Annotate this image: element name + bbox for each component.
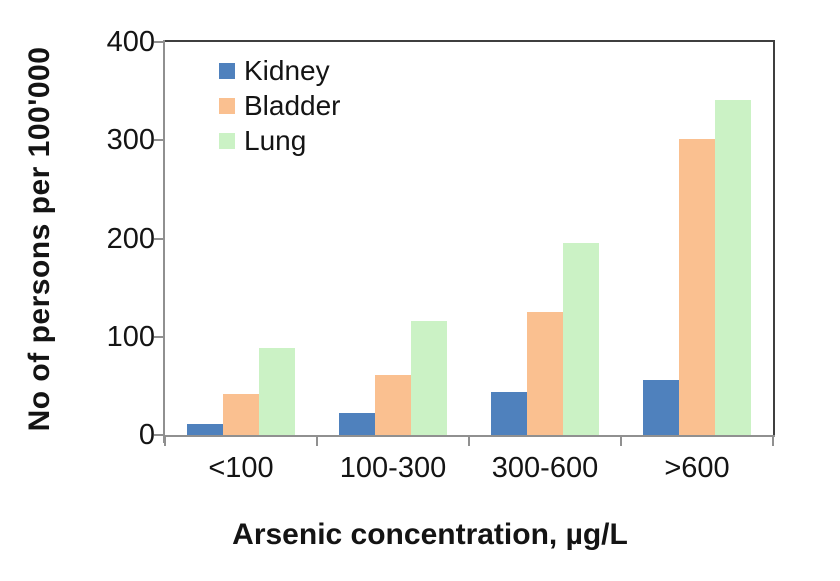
legend: Kidney Bladder Lung: [219, 55, 341, 160]
legend-item-bladder: Bladder: [219, 90, 341, 121]
bar-kidney-2: [491, 391, 527, 435]
y-axis-tick: [154, 41, 163, 43]
legend-label: Bladder: [244, 90, 341, 121]
bar-bladder-2: [527, 312, 563, 435]
x-axis-tick: [164, 437, 166, 446]
y-tick-label: 100: [106, 320, 155, 353]
y-tick-label: 0: [138, 419, 155, 451]
bar-kidney-1: [339, 413, 375, 435]
x-axis-tick: [316, 437, 318, 446]
plot-border-right: [773, 40, 775, 437]
bar-bladder-3: [679, 139, 715, 435]
x-axis-line: [163, 435, 775, 437]
x-category-label: 300-600: [491, 452, 599, 484]
x-category-label: <100: [208, 452, 274, 484]
legend-swatch-lung: [219, 132, 235, 149]
y-axis-line: [163, 40, 165, 443]
y-axis-title: No of persons per 100'000: [23, 46, 56, 432]
x-axis-tick: [620, 437, 622, 446]
bar-bladder-0: [223, 393, 259, 435]
y-axis-tick: [154, 139, 163, 142]
bar-bladder-1: [375, 375, 411, 435]
y-axis-tick: [154, 335, 163, 338]
y-tick-label: 400: [106, 26, 155, 58]
plot-border-top: [165, 40, 775, 42]
legend-swatch-bladder: [219, 97, 235, 114]
x-axis-title: Arsenic concentration, µg/L: [232, 518, 628, 551]
legend-swatch-kidney: [219, 62, 235, 79]
y-axis-tick: [154, 237, 163, 240]
y-tick-label: 300: [106, 124, 155, 157]
y-tick-label: 200: [106, 222, 155, 255]
x-axis-tick: [772, 437, 774, 446]
bar-lung-2: [563, 243, 599, 435]
x-axis-tick: [468, 437, 470, 446]
legend-label: Lung: [244, 125, 307, 156]
legend-label: Kidney: [244, 55, 330, 86]
x-category-label: >600: [664, 452, 730, 484]
bar-kidney-3: [643, 379, 679, 435]
bar-lung-1: [411, 321, 447, 435]
legend-item-lung: Lung: [219, 125, 341, 156]
bar-lung-0: [259, 347, 295, 435]
bar-kidney-0: [187, 424, 223, 435]
plot-area: Kidney Bladder Lung: [154, 40, 775, 446]
legend-item-kidney: Kidney: [219, 55, 341, 86]
y-axis-tick: [154, 434, 163, 436]
x-category-label: 100-300: [339, 452, 447, 484]
bar-lung-3: [715, 99, 751, 435]
